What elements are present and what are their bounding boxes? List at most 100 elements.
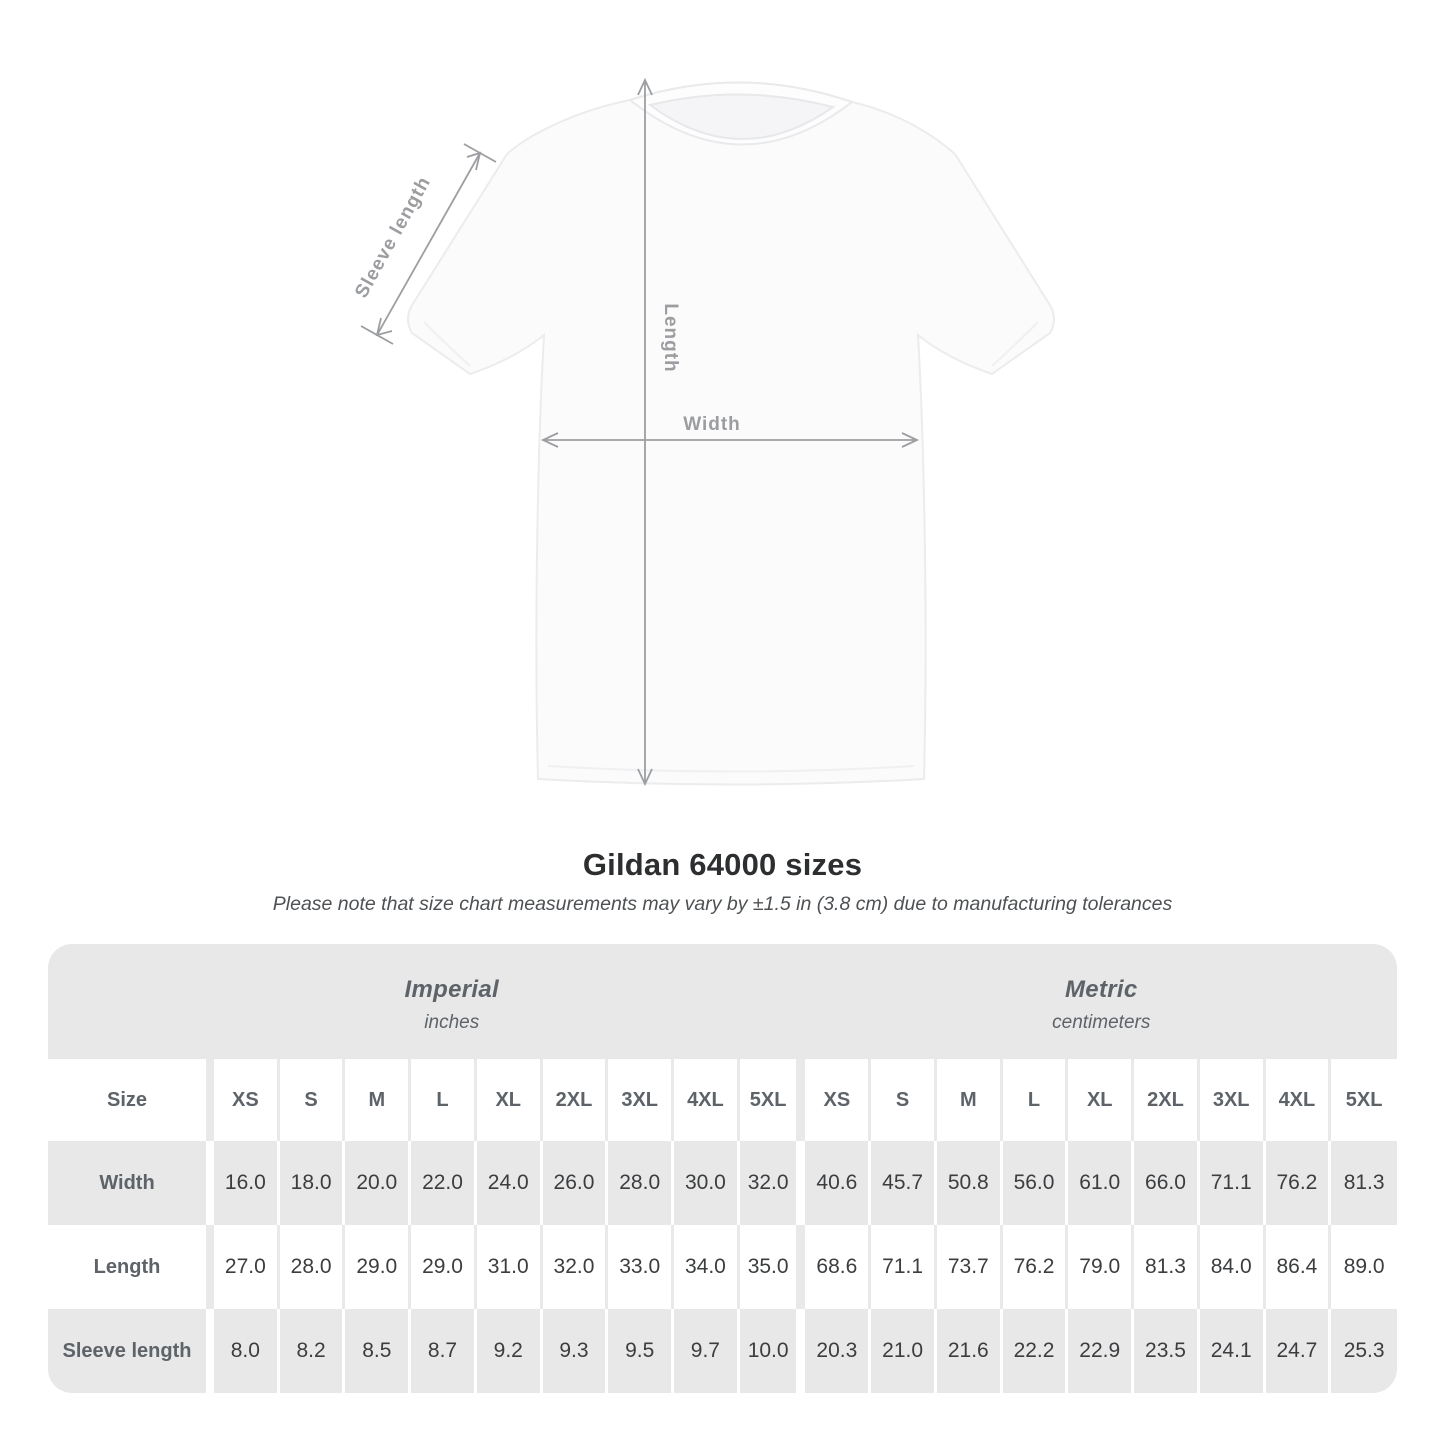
- value-cell: 31.0: [477, 1225, 543, 1309]
- size-cell: 2XL: [1134, 1059, 1200, 1141]
- value-cell: 32.0: [740, 1141, 806, 1225]
- size-cell: XS: [214, 1059, 280, 1141]
- size-cell: L: [1003, 1059, 1069, 1141]
- value-cell: 66.0: [1134, 1141, 1200, 1225]
- value-cell: 34.0: [674, 1225, 740, 1309]
- value-cell: 28.0: [608, 1141, 675, 1225]
- size-header-cell: Size: [48, 1059, 214, 1141]
- imperial-header: Imperial inches: [48, 944, 806, 1059]
- row-label: Sleeve length: [48, 1309, 214, 1393]
- value-cell: 8.5: [345, 1309, 412, 1393]
- size-cell: 3XL: [608, 1059, 675, 1141]
- value-cell: 79.0: [1068, 1225, 1135, 1309]
- size-cell: M: [937, 1059, 1003, 1141]
- value-cell: 50.8: [937, 1141, 1003, 1225]
- row-label: Width: [48, 1141, 214, 1225]
- size-cell: 3XL: [1200, 1059, 1266, 1141]
- value-cell: 8.2: [280, 1309, 346, 1393]
- value-cell: 9.5: [608, 1309, 675, 1393]
- row-label: Length: [48, 1225, 214, 1309]
- imperial-title: Imperial: [404, 975, 499, 1003]
- value-cell: 23.5: [1134, 1309, 1200, 1393]
- value-cell: 29.0: [411, 1225, 477, 1309]
- table-row-length: Length 27.0 28.0 29.0 29.0 31.0 32.0 33.…: [48, 1225, 1397, 1309]
- value-cell: 40.6: [805, 1141, 872, 1225]
- shirt-measurement-diagram: Sleeve length Length Width: [351, 77, 1055, 787]
- tolerance-note: Please note that size chart measurements…: [272, 893, 1173, 915]
- unit-header-band: Imperial inches Metric centimeters: [48, 944, 1397, 1059]
- value-cell: 56.0: [1003, 1141, 1069, 1225]
- table-row-width: Width 16.0 18.0 20.0 22.0 24.0 26.0 28.0…: [48, 1141, 1397, 1225]
- size-cell: 5XL: [1345, 1088, 1383, 1111]
- value-cell: 25.3: [1343, 1339, 1385, 1362]
- value-cell: 22.0: [411, 1141, 477, 1225]
- value-cell: 24.1: [1200, 1309, 1266, 1393]
- value-cell: 71.1: [1200, 1141, 1266, 1225]
- size-header-row: Size XS S M L XL 2XL 3XL 4XL 5XL XS S M …: [48, 1059, 1397, 1141]
- value-cell: 16.0: [214, 1141, 280, 1225]
- metric-header: Metric centimeters: [806, 944, 1398, 1059]
- value-cell: 28.0: [280, 1225, 346, 1309]
- value-cell: 9.2: [477, 1309, 543, 1393]
- length-arrow: [637, 77, 653, 787]
- right-sleeve-seam: [991, 321, 1039, 367]
- table-row-sleeve-length: Sleeve length 8.0 8.2 8.5 8.7 9.2 9.3 9.…: [48, 1309, 1397, 1393]
- value-cell: 29.0: [345, 1225, 412, 1309]
- page-title: Gildan 64000 sizes: [582, 847, 863, 882]
- value-cell: 89.0: [1343, 1255, 1385, 1278]
- value-cell: 35.0: [740, 1225, 806, 1309]
- value-cell: 76.2: [1003, 1225, 1069, 1309]
- value-cell: 76.2: [1266, 1141, 1332, 1225]
- value-cell: 84.0: [1200, 1225, 1266, 1309]
- value-cell: 9.3: [543, 1309, 609, 1393]
- sleeve-length-arrow: [360, 143, 497, 345]
- value-cell: 73.7: [937, 1225, 1003, 1309]
- size-cell: M: [345, 1059, 412, 1141]
- size-cell: 2XL: [543, 1059, 609, 1141]
- size-cell: XS: [805, 1059, 872, 1141]
- value-cell: 45.7: [871, 1141, 937, 1225]
- value-cell: 24.0: [477, 1141, 543, 1225]
- value-cell: 30.0: [674, 1141, 740, 1225]
- value-cell: 21.6: [937, 1309, 1003, 1393]
- size-cell: 4XL: [674, 1059, 740, 1141]
- shirt-illustration: Sleeve length Length Width: [351, 77, 1055, 787]
- size-cell: XL: [1068, 1059, 1135, 1141]
- metric-unit: centimeters: [1052, 1011, 1151, 1033]
- width-arrow: [540, 432, 920, 448]
- value-cell: 26.0: [543, 1141, 609, 1225]
- collar-opening: [647, 93, 836, 140]
- tshirt-silhouette: [407, 81, 1055, 786]
- sleeve-length-label: Sleeve length: [351, 173, 435, 302]
- value-cell: 8.0: [214, 1309, 280, 1393]
- size-cell: S: [871, 1059, 937, 1141]
- width-label: Width: [683, 414, 741, 435]
- size-cell: L: [411, 1059, 477, 1141]
- value-cell: 32.0: [543, 1225, 609, 1309]
- value-cell: 21.0: [871, 1309, 937, 1393]
- value-cell: 22.9: [1068, 1309, 1135, 1393]
- value-cell: 20.3: [805, 1309, 872, 1393]
- value-cell: 81.3: [1343, 1171, 1385, 1194]
- length-label: Length: [660, 303, 681, 372]
- hem-seam: [547, 765, 915, 773]
- size-cell: 4XL: [1266, 1059, 1332, 1141]
- value-cell: 81.3: [1134, 1225, 1200, 1309]
- value-cell: 27.0: [214, 1225, 280, 1309]
- value-cell: 8.7: [411, 1309, 477, 1393]
- value-cell: 68.6: [805, 1225, 872, 1309]
- value-cell: 20.0: [345, 1141, 412, 1225]
- left-sleeve-seam: [423, 321, 471, 367]
- metric-title: Metric: [1065, 975, 1138, 1003]
- value-cell: 86.4: [1266, 1225, 1332, 1309]
- value-cell: 61.0: [1068, 1141, 1135, 1225]
- size-cell: S: [280, 1059, 346, 1141]
- imperial-unit: inches: [424, 1011, 480, 1033]
- size-chart-table: Imperial inches Metric centimeters Size …: [48, 944, 1397, 1393]
- value-cell: 22.2: [1003, 1309, 1069, 1393]
- value-cell: 33.0: [608, 1225, 675, 1309]
- size-cell: XL: [477, 1059, 543, 1141]
- value-cell: 24.7: [1266, 1309, 1332, 1393]
- value-cell: 9.7: [674, 1309, 740, 1393]
- value-cell: 71.1: [871, 1225, 937, 1309]
